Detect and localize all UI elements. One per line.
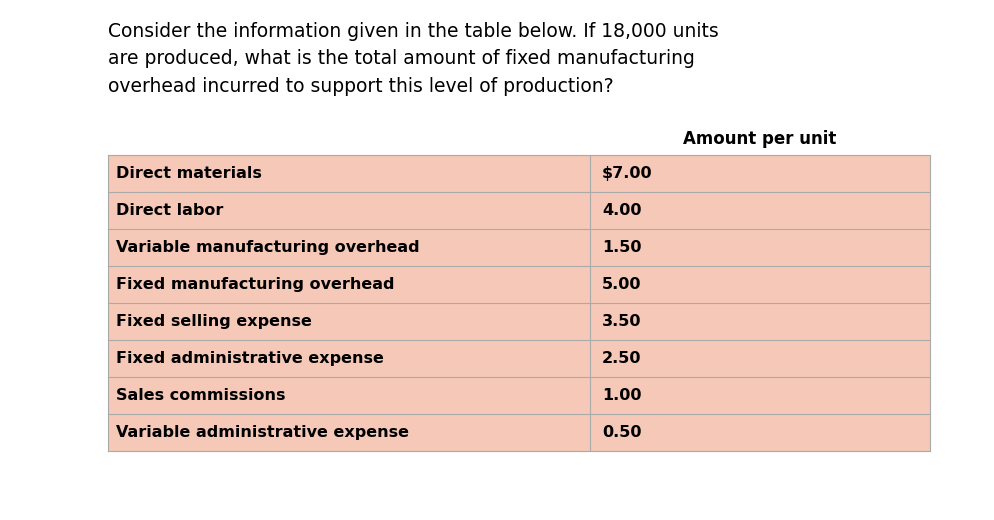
Text: $7.00: $7.00 (601, 166, 652, 181)
Bar (108, 340, 929, 377)
Text: Variable administrative expense: Variable administrative expense (116, 425, 409, 440)
Bar (108, 229, 929, 266)
Bar (108, 303, 929, 340)
Text: Amount per unit: Amount per unit (683, 130, 836, 148)
Text: 1.50: 1.50 (601, 240, 641, 255)
Text: Direct materials: Direct materials (116, 166, 261, 181)
Bar (108, 192, 929, 229)
Text: Sales commissions: Sales commissions (116, 388, 285, 403)
Text: 2.50: 2.50 (601, 351, 641, 366)
Text: Direct labor: Direct labor (116, 203, 223, 218)
Text: 4.00: 4.00 (601, 203, 641, 218)
Text: Fixed administrative expense: Fixed administrative expense (116, 351, 384, 366)
Text: 0.50: 0.50 (601, 425, 641, 440)
Bar (108, 414, 929, 451)
Text: Fixed selling expense: Fixed selling expense (116, 314, 311, 329)
Text: Consider the information given in the table below. If 18,000 units
are produced,: Consider the information given in the ta… (108, 22, 718, 96)
Text: 1.00: 1.00 (601, 388, 641, 403)
Text: Variable manufacturing overhead: Variable manufacturing overhead (116, 240, 419, 255)
Bar (108, 377, 929, 414)
Bar (108, 266, 929, 303)
Text: 5.00: 5.00 (601, 277, 641, 292)
Text: Fixed manufacturing overhead: Fixed manufacturing overhead (116, 277, 394, 292)
Text: 3.50: 3.50 (601, 314, 641, 329)
Bar (108, 155, 929, 192)
